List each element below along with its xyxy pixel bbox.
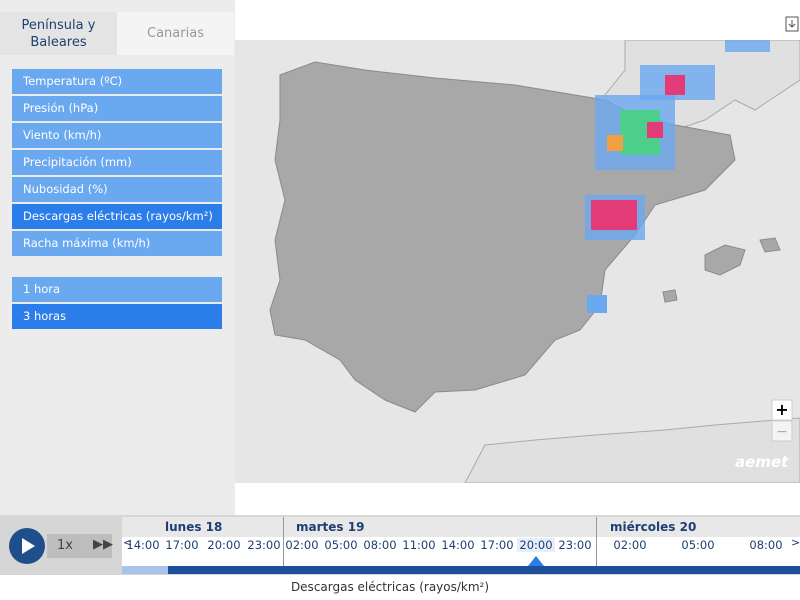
tab[interactable]: Canarias	[117, 12, 234, 55]
map: + − aemet	[235, 40, 800, 483]
variable-option[interactable]: Viento (km/h)	[12, 123, 222, 148]
zoom-out[interactable]	[771, 420, 793, 442]
interval-option[interactable]: 1 hora	[12, 277, 222, 302]
speed: 1x	[57, 538, 73, 553]
progress-done	[122, 566, 168, 574]
time-label[interactable]: 02:00	[613, 538, 647, 552]
zoom-in[interactable]	[771, 399, 793, 421]
zoom-out-label: −	[776, 424, 788, 440]
day-row	[122, 517, 800, 537]
time-label[interactable]: 02:00	[285, 538, 319, 552]
variable-option[interactable]: Racha máxima (km/h)	[12, 231, 222, 256]
variable-option[interactable]: Precipitación (mm)	[12, 150, 222, 175]
day-label: lunes 18	[165, 520, 223, 534]
day-label: miércoles 20	[610, 520, 697, 534]
storm-cells	[585, 40, 770, 313]
time-label[interactable]: 17:00	[165, 538, 199, 552]
time-label[interactable]: 11:00	[402, 538, 436, 552]
time-label[interactable]: 05:00	[681, 538, 715, 552]
time-label[interactable]: 20:00	[517, 538, 555, 552]
time-label[interactable]: 08:00	[749, 538, 783, 552]
variable-option[interactable]: Presión (hPa)	[12, 96, 222, 121]
interval-option[interactable]: 3 horas	[12, 304, 222, 329]
time-label[interactable]: 17:00	[480, 538, 514, 552]
current-marker	[528, 556, 544, 566]
speed-box[interactable]	[47, 534, 112, 558]
tab[interactable]: Península y Baleares	[0, 12, 117, 55]
time-label[interactable]: 05:00	[324, 538, 358, 552]
play-button[interactable]	[8, 527, 46, 565]
time-label[interactable]: 14:00	[126, 538, 160, 552]
africa	[464, 417, 800, 483]
island	[704, 244, 746, 276]
zoom-in-label: +	[775, 400, 788, 419]
caption: Descargas eléctricas (rayos/km²)	[290, 580, 490, 594]
progress	[122, 566, 800, 574]
time-label[interactable]: 20:00	[207, 538, 241, 552]
island	[662, 237, 781, 303]
next-arrow[interactable]: >	[791, 536, 800, 549]
time-label[interactable]: 14:00	[441, 538, 475, 552]
time-label[interactable]: 08:00	[363, 538, 397, 552]
time-label[interactable]: 23:00	[247, 538, 281, 552]
variable-option[interactable]: Temperatura (ºC)	[12, 69, 222, 94]
day-label: martes 19	[296, 520, 365, 534]
day-separator	[283, 517, 284, 566]
download-icon[interactable]	[785, 16, 799, 32]
variable-option[interactable]: Descargas eléctricas (rayos/km²)	[12, 204, 222, 229]
logo: aemet	[735, 453, 789, 471]
day-separator	[596, 517, 597, 566]
variable-option[interactable]: Nubosidad (%)	[12, 177, 222, 202]
fast-forward[interactable]: ▶▶	[93, 537, 113, 552]
time-label[interactable]: 23:00	[558, 538, 592, 552]
prev-arrow[interactable]: <	[123, 536, 133, 549]
